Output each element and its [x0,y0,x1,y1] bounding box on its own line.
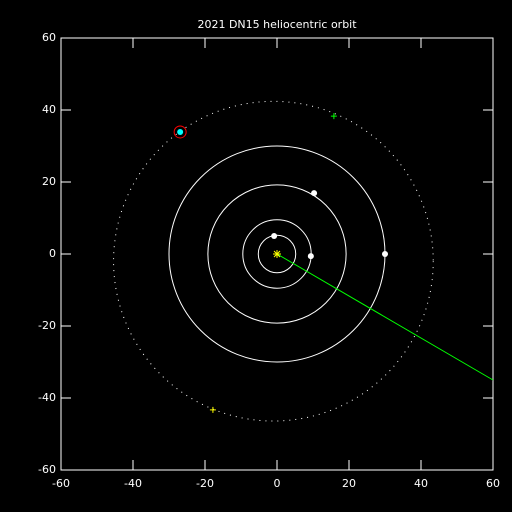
marker [209,406,216,413]
planet [311,190,318,197]
chart-title: 2021 DN15 heliocentric orbit [197,18,357,31]
y-tick-label: -60 [38,463,56,476]
x-tick-label: 20 [342,477,356,490]
x-tick-label: 0 [274,477,281,490]
x-tick-label: 40 [414,477,428,490]
y-tick-label: -40 [38,391,56,404]
y-tick-label: 40 [42,103,56,116]
object [177,128,184,135]
x-tick-label: -20 [196,477,214,490]
planet [271,233,278,239]
y-tick-label: -20 [38,319,56,332]
object-orbit [113,100,434,422]
x-tick-label: -60 [52,477,70,490]
direction-line [276,253,494,381]
y-tick-label: 20 [42,175,56,188]
planet [382,251,388,257]
y-tick-label: 0 [49,247,56,260]
object-ring [173,125,187,139]
sun [273,250,281,258]
marker [330,113,337,120]
x-tick-label: -40 [124,477,142,490]
x-tick-label: 60 [486,477,500,490]
planet [307,253,314,260]
y-tick-label: 60 [42,31,56,44]
planet-orbit [207,184,347,324]
